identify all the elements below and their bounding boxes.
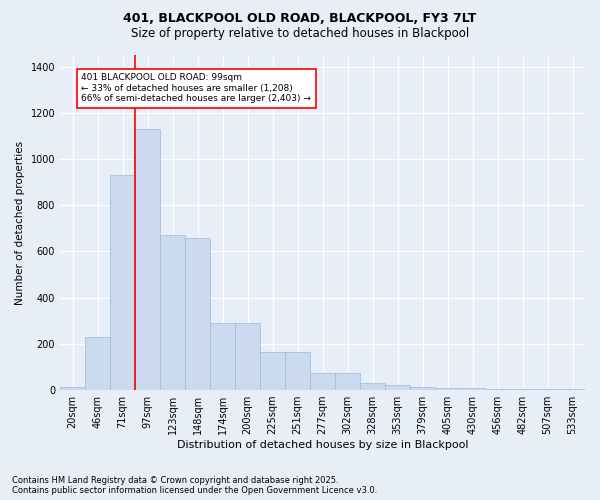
Bar [435, 388, 460, 390]
Bar [135, 129, 160, 390]
Bar [310, 373, 335, 390]
Bar [210, 323, 235, 390]
Bar [260, 352, 285, 390]
Bar [485, 389, 510, 390]
Bar [335, 373, 360, 390]
Bar [160, 236, 185, 390]
Text: 401 BLACKPOOL OLD ROAD: 99sqm
← 33% of detached houses are smaller (1,208)
66% o: 401 BLACKPOOL OLD ROAD: 99sqm ← 33% of d… [81, 74, 311, 104]
Text: Size of property relative to detached houses in Blackpool: Size of property relative to detached ho… [131, 28, 469, 40]
Bar [360, 383, 385, 390]
Bar [110, 175, 135, 390]
Bar [60, 386, 85, 390]
Bar [410, 386, 435, 390]
Bar [85, 337, 110, 390]
Text: 401, BLACKPOOL OLD ROAD, BLACKPOOL, FY3 7LT: 401, BLACKPOOL OLD ROAD, BLACKPOOL, FY3 … [124, 12, 476, 26]
X-axis label: Distribution of detached houses by size in Blackpool: Distribution of detached houses by size … [177, 440, 468, 450]
Bar [460, 388, 485, 390]
Bar [285, 352, 310, 390]
Bar [510, 389, 535, 390]
Bar [185, 238, 210, 390]
Bar [235, 323, 260, 390]
Bar [385, 386, 410, 390]
Text: Contains HM Land Registry data © Crown copyright and database right 2025.
Contai: Contains HM Land Registry data © Crown c… [12, 476, 377, 495]
Y-axis label: Number of detached properties: Number of detached properties [15, 140, 25, 304]
